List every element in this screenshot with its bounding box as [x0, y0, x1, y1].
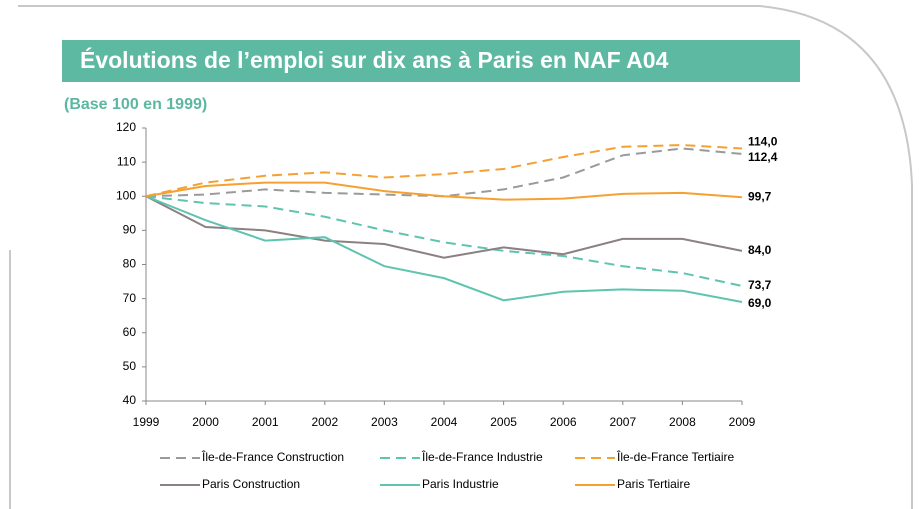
series-line: [145, 195, 743, 259]
x-tick-label: 2004: [431, 415, 458, 429]
end-value-label: 112,4: [748, 150, 778, 164]
slide-frame: [18, 5, 913, 509]
chart-title: Évolutions de l’emploi sur dix ans à Par…: [80, 46, 669, 73]
x-tick-label: 2006: [550, 415, 577, 429]
x-tick-label: 2000: [192, 415, 219, 429]
x-tick-label: 2007: [609, 415, 636, 429]
y-tick-label: 120: [116, 120, 136, 134]
x-tick-label: 1999: [133, 415, 160, 429]
end-value-label: 84,0: [748, 243, 772, 257]
end-value-label: 73,7: [748, 278, 772, 292]
y-tick-label: 60: [123, 325, 137, 339]
legend-label: Paris Construction: [202, 477, 300, 491]
chart-subtitle: (Base 100 en 1999): [64, 96, 207, 113]
legend-label: Paris Tertiaire: [617, 477, 690, 491]
end-value-label: 69,0: [748, 296, 772, 310]
y-tick-label: 100: [116, 188, 136, 202]
x-tick-label: 2003: [371, 415, 398, 429]
legend-label: Paris Industrie: [422, 477, 499, 491]
y-tick-label: 40: [123, 393, 137, 407]
series-line: [145, 144, 743, 198]
series-line: [145, 181, 743, 201]
x-tick-label: 2005: [490, 415, 517, 429]
y-tick-label: 70: [123, 291, 137, 305]
end-value-label: 99,7: [748, 189, 772, 203]
title-banner: [62, 40, 800, 82]
y-tick-label: 80: [123, 257, 137, 271]
x-tick-label: 2001: [252, 415, 279, 429]
legend-label: Île-de-France Construction: [201, 449, 344, 464]
end-value-label: 114,0: [748, 135, 778, 149]
x-tick-label: 2008: [669, 415, 696, 429]
y-tick-label: 90: [123, 223, 137, 237]
y-tick-label: 110: [117, 154, 136, 168]
series-line: [145, 147, 743, 198]
x-tick-label: 2002: [311, 415, 338, 429]
legend-label: Île-de-France Industrie: [421, 449, 543, 464]
y-tick-label: 50: [123, 359, 137, 373]
x-tick-label: 2009: [729, 415, 756, 429]
series-line: [145, 195, 743, 287]
legend-label: Île-de-France Tertiaire: [616, 449, 734, 464]
series-line: [145, 195, 743, 304]
